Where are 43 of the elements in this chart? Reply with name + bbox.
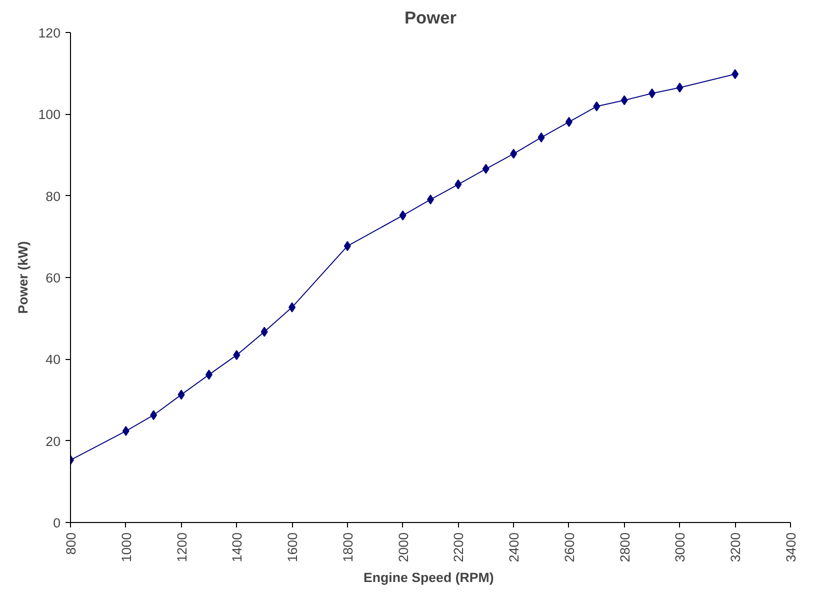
point <box>344 241 351 252</box>
y-tick-label: 0 <box>53 516 61 530</box>
y-tick-label: 80 <box>46 188 61 204</box>
x-tick-label: 1600 <box>285 532 300 562</box>
point <box>233 350 240 360</box>
y-tick-label: 20 <box>46 434 61 449</box>
point <box>676 82 684 93</box>
x-tick-label: 1400 <box>230 532 245 562</box>
point <box>150 410 158 420</box>
y-tick-label: 100 <box>38 107 61 122</box>
y-tick-label: 40 <box>46 352 61 368</box>
x-tick-label: 3400 <box>784 532 798 562</box>
point <box>620 95 628 106</box>
point <box>648 88 656 98</box>
chart-title: Power <box>404 8 457 28</box>
point <box>510 148 518 159</box>
x-tick-label: 1200 <box>174 532 190 562</box>
point <box>454 179 462 190</box>
point <box>122 426 130 436</box>
point <box>593 101 600 112</box>
y-tick-label: 60 <box>46 270 61 286</box>
point <box>565 116 572 127</box>
x-tick-label: 3000 <box>672 532 688 562</box>
y-axis-title: Power (kW) <box>15 241 30 314</box>
point <box>260 326 268 337</box>
point <box>205 370 212 380</box>
x-tick-label: 3200 <box>728 532 744 562</box>
x-tick-label: 1000 <box>118 532 134 562</box>
point <box>399 210 406 220</box>
point <box>732 69 739 80</box>
x-axis-title: Engine Speed (RPM) <box>363 570 494 586</box>
x-tick-label: 2600 <box>562 532 577 562</box>
x-tick-label: 2000 <box>396 532 411 562</box>
x-tick-label: 1800 <box>340 532 356 562</box>
point <box>538 132 545 142</box>
y-tick-label: 120 <box>38 26 61 40</box>
x-tick-label: 2800 <box>617 532 632 562</box>
point <box>178 390 185 400</box>
x-tick-label: 2200 <box>451 532 466 562</box>
x-tick-label: 800 <box>64 532 78 555</box>
point <box>482 164 490 174</box>
point <box>288 302 296 312</box>
x-tick-label: 2400 <box>506 532 522 562</box>
